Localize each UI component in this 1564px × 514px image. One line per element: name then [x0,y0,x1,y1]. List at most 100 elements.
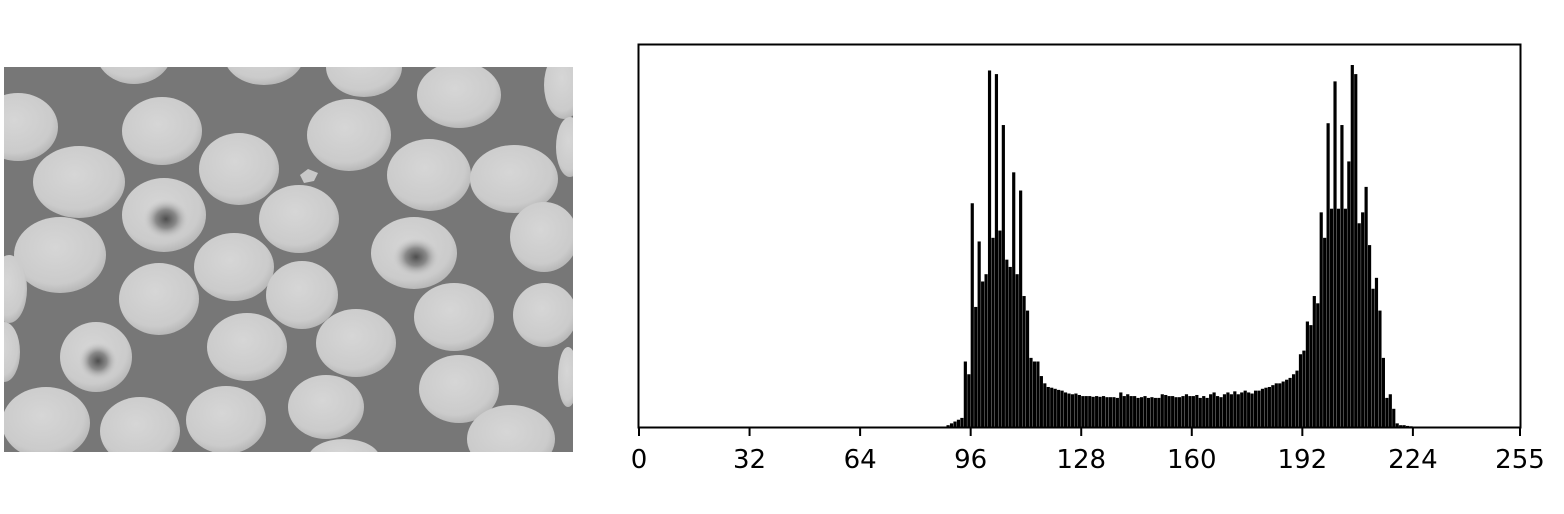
stained-cell-center [392,237,440,277]
blood-cell [387,139,471,211]
histogram-bar [946,425,950,427]
histogram-bar [1295,370,1299,427]
blood-cell [419,355,499,423]
x-tick-label: 32 [733,445,766,475]
blood-cell [33,146,125,218]
blood-cell [100,67,168,84]
histogram-bar [1146,397,1151,427]
blood-cell [467,405,555,452]
histogram-bar [1229,394,1233,427]
histogram-bar [1139,397,1144,427]
histogram-bar [1046,386,1050,427]
histogram-bar [1174,397,1178,427]
cells [4,67,573,452]
histogram-bar [974,306,978,427]
histogram-bar [1236,394,1240,427]
histogram-bar [987,70,992,427]
histogram-bar [984,274,988,427]
histogram-bar [1025,310,1030,427]
histogram-bar [1385,397,1389,427]
histogram-bar [1150,397,1154,427]
histogram-bar [1361,212,1365,427]
x-tick-label: 192 [1278,445,1328,475]
blood-cell [4,93,58,161]
histogram-bar [1181,396,1185,427]
histogram-bar [1402,425,1406,427]
histogram-bar [1015,274,1019,427]
histogram-bar [1136,397,1140,427]
blood-cell [4,322,20,382]
histogram-bar [1240,392,1244,427]
histogram-bar [1395,423,1399,427]
histogram-bar [963,361,967,427]
histogram-bar [1202,396,1206,427]
histogram-bar [1205,397,1209,427]
debris-fragment [300,169,318,183]
blood-cell [266,261,338,329]
x-tick-label: 96 [954,445,987,475]
histogram-bar [1333,81,1337,427]
histogram-bar [1153,397,1157,427]
histogram-bar [1077,394,1081,427]
x-tick-label: 255 [1495,445,1545,475]
histogram-bar [1053,388,1057,427]
histogram-bar [1001,125,1005,427]
histogram-bar [1063,392,1068,427]
histogram-bar [960,417,964,427]
histogram-bar [1195,394,1199,427]
histogram-bar [1057,389,1061,427]
blood-cell [414,283,494,351]
histogram-bar [1177,397,1182,427]
histogram-bar [1288,377,1292,427]
histogram-bar [1305,321,1309,427]
histogram-bar [1219,397,1223,427]
histogram-bar [1250,393,1254,427]
histogram-bar [1209,394,1213,427]
histogram-bar [1167,396,1171,427]
histogram-bar [1039,376,1043,427]
histogram-bar [1005,259,1009,427]
histogram-bar [1091,396,1095,427]
x-axis-ticks: 0 32 64 96 128 160 192 224 255 [631,428,1545,475]
histogram-bar [991,237,995,427]
histogram-bar [1367,245,1372,427]
histogram-bar [1381,357,1385,427]
histogram-bars [946,65,1413,428]
blood-cell [558,347,573,407]
histogram-bar [1285,379,1289,427]
histogram-bar [1022,296,1026,427]
plot-frame [637,43,1522,429]
histogram-bar [1267,386,1271,427]
histogram-bar [1319,212,1323,427]
histogram-bar [1101,396,1106,427]
stained-cell-center [78,341,118,381]
histogram-bar [1347,161,1351,428]
histogram-bar [1095,396,1099,427]
histogram-bar [1032,361,1037,427]
x-tick-label: 160 [1167,445,1217,475]
histogram-bar [1067,393,1071,427]
histogram-bar [1191,396,1195,427]
histogram-bar [1357,223,1361,427]
histogram-bar [1233,391,1237,427]
histogram-bar [1253,390,1258,427]
blood-cell [199,133,279,205]
histogram-bar [1164,394,1168,427]
histogram-bar [1119,392,1123,427]
histogram-bar [1008,266,1012,427]
histogram-bar [1036,361,1040,427]
histogram-bar [1388,394,1392,427]
histogram-bar [1222,394,1227,427]
histogram-bar [1354,74,1358,427]
blood-cell [316,309,396,377]
x-tick-label: 64 [844,445,877,475]
histogram-bar [1243,390,1247,427]
histogram-bar [1084,396,1088,427]
blood-cell [14,217,106,293]
histogram-bar [1260,388,1265,427]
histogram-bar [1184,394,1189,427]
histogram-bar [1399,425,1403,427]
histogram-bar [1043,383,1047,427]
histogram-bar [1157,397,1161,427]
